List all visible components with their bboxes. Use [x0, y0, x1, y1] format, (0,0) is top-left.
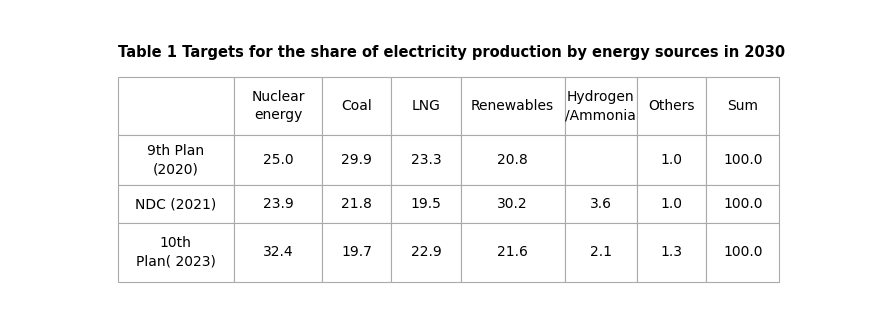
- Bar: [706, 185, 780, 223]
- Bar: [706, 223, 780, 282]
- Text: NDC (2021): NDC (2021): [135, 197, 216, 212]
- Bar: [460, 185, 564, 223]
- Text: 100.0: 100.0: [723, 245, 762, 260]
- Text: Hydrogen
/Ammonia: Hydrogen /Ammonia: [565, 90, 636, 122]
- Bar: [234, 77, 322, 135]
- Bar: [460, 77, 564, 135]
- Text: 2.1: 2.1: [590, 245, 612, 260]
- Bar: [637, 77, 706, 135]
- Text: 9th Plan
(2020): 9th Plan (2020): [147, 144, 204, 177]
- Bar: [322, 77, 391, 135]
- Text: 20.8: 20.8: [497, 153, 528, 167]
- Bar: [391, 185, 460, 223]
- Text: Nuclear
energy: Nuclear energy: [251, 90, 304, 122]
- Text: 25.0: 25.0: [262, 153, 293, 167]
- Text: 1.0: 1.0: [661, 153, 682, 167]
- Bar: [117, 135, 234, 185]
- Text: 3.6: 3.6: [590, 197, 612, 212]
- Text: LNG: LNG: [411, 99, 440, 113]
- Text: 100.0: 100.0: [723, 153, 762, 167]
- Bar: [391, 135, 460, 185]
- Bar: [234, 135, 322, 185]
- Text: 30.2: 30.2: [497, 197, 528, 212]
- Bar: [637, 135, 706, 185]
- Bar: [564, 185, 637, 223]
- Text: 10th
Plan( 2023): 10th Plan( 2023): [136, 236, 215, 269]
- Text: 29.9: 29.9: [341, 153, 372, 167]
- Bar: [460, 135, 564, 185]
- Bar: [637, 185, 706, 223]
- Text: 1.0: 1.0: [661, 197, 682, 212]
- Text: Coal: Coal: [341, 99, 372, 113]
- Bar: [391, 223, 460, 282]
- Bar: [564, 135, 637, 185]
- Bar: [637, 223, 706, 282]
- Text: 19.5: 19.5: [410, 197, 442, 212]
- Bar: [117, 223, 234, 282]
- Text: 100.0: 100.0: [723, 197, 762, 212]
- Text: 1.3: 1.3: [661, 245, 682, 260]
- Text: Sum: Sum: [727, 99, 759, 113]
- Text: 19.7: 19.7: [341, 245, 372, 260]
- Bar: [117, 185, 234, 223]
- Bar: [234, 185, 322, 223]
- Bar: [391, 77, 460, 135]
- Text: 23.9: 23.9: [262, 197, 293, 212]
- Bar: [564, 223, 637, 282]
- Text: Table 1 Targets for the share of electricity production by energy sources in 203: Table 1 Targets for the share of electri…: [117, 45, 785, 60]
- Text: 23.3: 23.3: [410, 153, 441, 167]
- Text: 32.4: 32.4: [262, 245, 293, 260]
- Text: Others: Others: [648, 99, 695, 113]
- Bar: [322, 185, 391, 223]
- Bar: [460, 223, 564, 282]
- Text: 22.9: 22.9: [410, 245, 441, 260]
- Text: 21.6: 21.6: [497, 245, 528, 260]
- Bar: [234, 223, 322, 282]
- Bar: [322, 135, 391, 185]
- Bar: [706, 77, 780, 135]
- Bar: [706, 135, 780, 185]
- Bar: [117, 77, 234, 135]
- Text: Renewables: Renewables: [471, 99, 554, 113]
- Bar: [322, 223, 391, 282]
- Text: 21.8: 21.8: [341, 197, 372, 212]
- Bar: [564, 77, 637, 135]
